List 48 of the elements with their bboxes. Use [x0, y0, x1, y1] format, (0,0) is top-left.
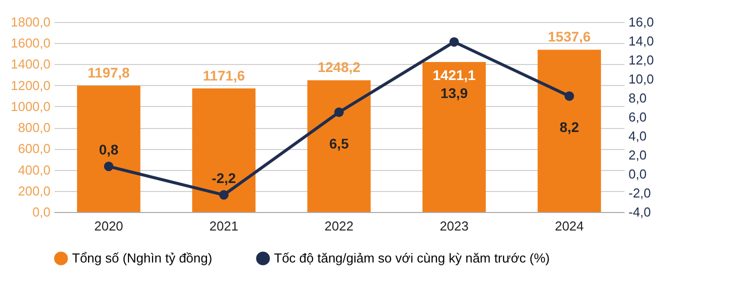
data-label: 0,8: [98, 141, 119, 158]
y2-tick-label: 6,0: [628, 110, 647, 124]
point: [104, 162, 114, 172]
y-tick-label: 800,0: [18, 120, 50, 136]
y2-tick-label: 12,0: [628, 52, 654, 68]
y-tick-label: 1200,0: [10, 78, 50, 93]
y-tick-label: 600,0: [18, 141, 50, 156]
data-label: 13,9: [440, 84, 468, 101]
x-tick-label: 2024: [554, 218, 584, 234]
data-label: 1421,1: [432, 66, 476, 83]
data-label: 1537,6: [548, 28, 591, 45]
point: [334, 108, 344, 117]
y-tick-label: 1600,0: [10, 36, 50, 51]
data-label: 8,2: [560, 119, 580, 136]
y-tick-label: 400,0: [18, 162, 50, 178]
bar: [422, 62, 486, 212]
y2-tick-label: 14,0: [628, 34, 654, 48]
data-label: 1171,6: [202, 67, 246, 84]
point: [219, 190, 229, 200]
bar: [192, 88, 256, 212]
legend-label: Tổng số (Nghìn tỷ đồng): [72, 250, 212, 266]
x-tick-label: 2020: [94, 218, 124, 234]
y-tick-label: 1800,0: [10, 14, 50, 30]
point: [564, 91, 574, 101]
data-label: 1248,2: [318, 59, 361, 76]
data-label: 6,5: [329, 135, 349, 152]
x-tick-label: 2022: [324, 218, 354, 234]
y2-tick-label: 8,0: [628, 90, 647, 106]
y-tick-label: 0,0: [32, 204, 50, 220]
y-tick-label: 1000,0: [10, 98, 50, 114]
legend-label: Tốc độ tăng/giảm so với cùng kỳ năm trước (%): [274, 250, 550, 266]
data-label: -2,2: [212, 170, 236, 186]
point: [449, 37, 459, 47]
bar: [77, 86, 140, 212]
x-tick-label: 2023: [440, 218, 469, 234]
y2-tick-label: -2,0: [628, 186, 651, 200]
bar: [538, 50, 601, 212]
y2-tick-label: 16,0: [628, 14, 654, 30]
y2-tick-label: 10,0: [628, 72, 654, 86]
y2-tick-label: 4,0: [628, 128, 647, 144]
y-tick-label: 200,0: [18, 183, 50, 198]
y2-tick-label: 2,0: [628, 148, 647, 162]
y2-tick-label: 0,0: [628, 166, 647, 182]
y2-tick-label: -4,0: [628, 204, 651, 220]
data-label: 1197,8: [88, 64, 130, 81]
x-tick-label: 2021: [209, 218, 238, 234]
bar: [307, 80, 371, 212]
y-tick-label: 1400,0: [10, 56, 50, 72]
